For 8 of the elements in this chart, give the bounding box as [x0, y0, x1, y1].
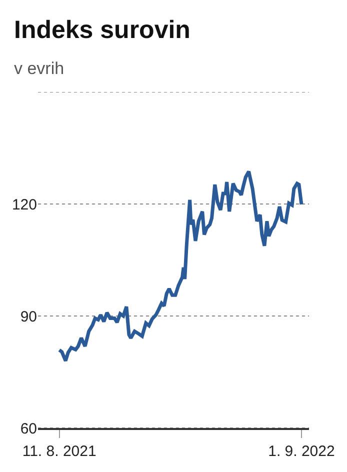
y-tick-label: 60: [20, 420, 37, 438]
y-tick-label: 120: [12, 196, 37, 214]
x-tick-label: 11. 8. 2021: [22, 442, 96, 460]
y-tick-label: 90: [20, 308, 37, 326]
chart-subtitle: v evrih: [14, 59, 64, 78]
line-series: [58, 170, 304, 363]
x-tick-label: 1. 9. 2022: [268, 442, 335, 460]
chart-title: Indeks surovin: [14, 16, 190, 44]
